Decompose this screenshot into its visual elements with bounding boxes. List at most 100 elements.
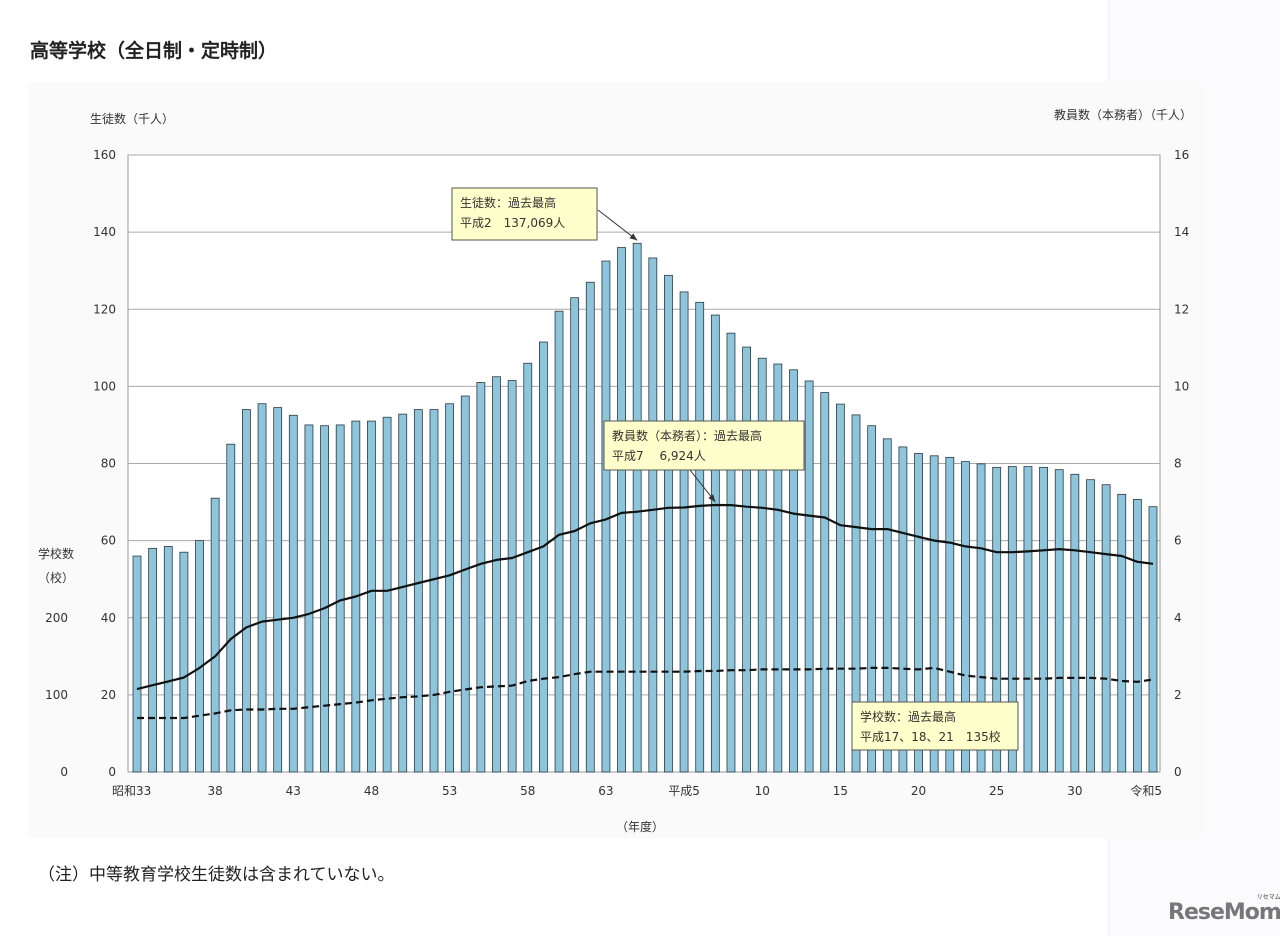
bar-students: [523, 362, 533, 773]
y-left-tick-label: 20: [101, 688, 116, 702]
x-tick-label: 53: [442, 784, 457, 798]
bar-students: [664, 274, 673, 773]
bar-students: [382, 416, 392, 773]
annotation-box: [451, 187, 598, 241]
bar-students: [1070, 473, 1080, 773]
bar-students: [179, 551, 189, 773]
bar-students: [804, 380, 814, 773]
bar-students: [492, 376, 501, 773]
y-right-tick-label: 2: [1174, 688, 1182, 702]
bar-students: [1117, 493, 1127, 773]
bar-students: [945, 456, 955, 773]
y-left-tick-label: 100: [93, 379, 116, 393]
bar-students: [148, 547, 158, 773]
bar-students: [585, 281, 595, 773]
y-schools-axis-unit: （校）: [38, 570, 74, 585]
x-tick-label: 平成5: [668, 784, 700, 798]
y-right-tick-label: 12: [1174, 302, 1189, 316]
x-tick-label: 30: [1067, 784, 1082, 798]
bar-students: [507, 380, 517, 773]
resemom-logo: ReseMom リセマム: [1168, 894, 1280, 925]
y-schools-tick-label: 200: [45, 611, 68, 625]
bar-students: [1086, 479, 1095, 773]
annotation-text: 平成7 6,924人: [612, 449, 706, 463]
bar-students: [789, 369, 798, 773]
annotation-text: 平成17、18、21 135校: [860, 729, 1001, 744]
x-axis-title: （年度）: [616, 819, 664, 834]
y-left-tick-label: 140: [93, 225, 116, 239]
x-tick-label: 58: [520, 784, 535, 798]
chart-note: （注）中等教育学校生徒数は含まれていない。: [38, 865, 395, 885]
y-left-tick-label: 60: [101, 534, 116, 548]
line-schools: [137, 666, 1154, 720]
annotation-arrow: [597, 209, 638, 241]
bar-students: [757, 357, 767, 773]
annotation-text: 生徒数：過去最高: [460, 195, 556, 210]
bar-students: [820, 392, 830, 773]
y-right-tick-label: 10: [1174, 379, 1189, 393]
annotation-box: [851, 701, 1019, 751]
y-right-tick-label: 0: [1174, 765, 1182, 779]
bar-students: [695, 301, 705, 773]
y-left-tick-label: 80: [101, 457, 116, 471]
bar-students: [242, 409, 251, 773]
bar-students: [554, 310, 564, 773]
y-left-tick-label: 0: [108, 765, 116, 779]
y-right-axis-title: 教員数（本務者）（千人）: [1054, 107, 1192, 122]
bar-students: [1054, 469, 1064, 773]
bar-students: [726, 332, 736, 773]
bar-students: [195, 540, 204, 773]
x-tick-label: 38: [208, 784, 223, 798]
y-right-tick-label: 14: [1174, 225, 1189, 239]
bar-students: [773, 363, 783, 773]
bar-students: [429, 409, 439, 773]
bar-students: [742, 346, 751, 773]
annotation-arrowhead: [629, 233, 638, 241]
bar-students: [413, 409, 423, 773]
y-left-axis-title: 生徒数（千人）: [90, 111, 174, 126]
annotation-text: 教員数（本務者）：過去最高: [612, 428, 762, 443]
bar-students: [398, 413, 408, 773]
bar-students: [226, 443, 236, 773]
bar-students: [1007, 466, 1017, 773]
bar-students: [539, 341, 548, 773]
y-left-tick-label: 160: [93, 148, 116, 162]
bar-students: [210, 497, 220, 773]
bar-students: [367, 420, 376, 773]
x-tick-label: 15: [833, 784, 848, 798]
bar-students: [882, 438, 892, 773]
annotation-arrowhead: [708, 494, 716, 502]
bar-students: [1023, 466, 1033, 773]
x-tick-label: 令和5: [1130, 783, 1162, 798]
bar-students: [320, 425, 329, 773]
y-right-tick-label: 4: [1174, 611, 1182, 625]
bar-students: [929, 455, 939, 773]
bar-students: [601, 260, 611, 773]
bar-students: [898, 446, 908, 773]
annotation-text: 平成2 137,069人: [460, 216, 565, 230]
bar-students: [710, 314, 720, 773]
bar-students: [648, 257, 658, 773]
annotation-box: [603, 420, 805, 471]
x-tick-label: 63: [598, 784, 613, 798]
bar-students: [1148, 506, 1158, 773]
bar-students: [460, 395, 470, 773]
bar-students: [1132, 498, 1142, 773]
bar-students: [273, 407, 283, 773]
bar-students: [163, 546, 173, 773]
bar-students: [679, 291, 689, 773]
y-schools-axis-title: 学校数: [38, 546, 74, 561]
annotation-text: 学校数：過去最高: [860, 709, 956, 724]
bar-students: [304, 424, 314, 773]
bar-students: [132, 555, 142, 773]
x-tick-label: 10: [755, 784, 770, 798]
x-tick-label: 昭和33: [112, 784, 151, 798]
bar-students: [476, 382, 486, 773]
line-teachers: [136, 503, 1154, 691]
bar-students: [867, 425, 877, 773]
x-tick-label: 43: [286, 784, 301, 798]
bar-students: [1101, 484, 1111, 773]
bar-students: [257, 403, 267, 773]
bar-students: [961, 461, 970, 773]
x-tick-label: 48: [364, 784, 379, 798]
